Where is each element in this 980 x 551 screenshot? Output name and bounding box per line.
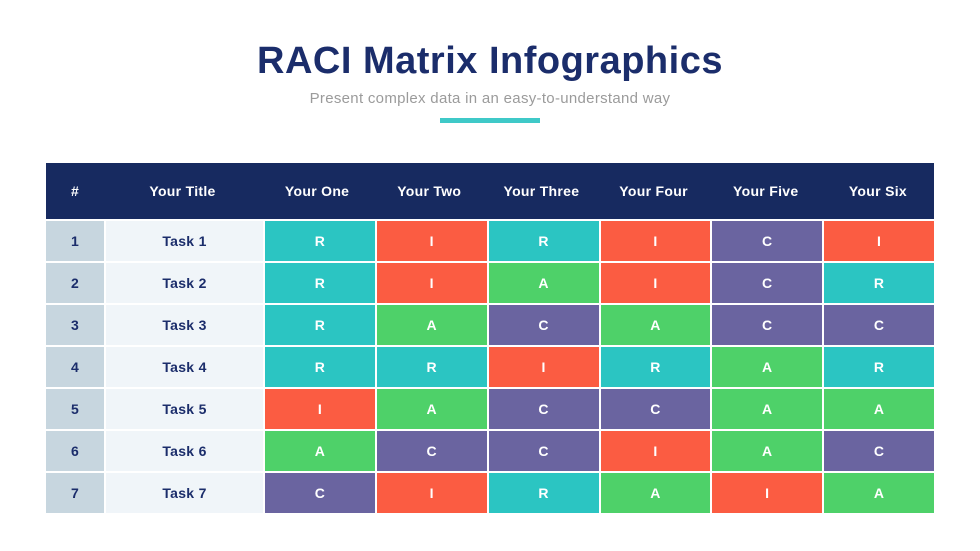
matrix-cell: C (824, 305, 934, 345)
task-cell: Task 1 (106, 221, 263, 261)
task-cell: Task 6 (106, 431, 263, 471)
matrix-cell: I (376, 473, 487, 513)
matrix-cell: A (376, 305, 487, 345)
column-header: Your Two (397, 183, 462, 199)
matrix-cell: C (712, 305, 823, 345)
table-header-row: # Your Title Your One Your Two Your Three You… (46, 163, 934, 219)
row-number-cell: 4 (46, 347, 104, 387)
matrix-cell: C (488, 305, 599, 345)
matrix-cell: A (824, 473, 934, 513)
row-number-cell: 5 (46, 389, 104, 429)
matrix-cell: C (824, 431, 934, 471)
accent-divider-bar (440, 118, 540, 123)
column-header: Your Three (503, 183, 580, 199)
column-header: # (70, 183, 80, 199)
matrix-cell: A (712, 389, 823, 429)
matrix-cell: I (600, 263, 711, 303)
matrix-cell: R (824, 347, 934, 387)
matrix-cell: I (600, 221, 711, 261)
matrix-cell: R (376, 347, 487, 387)
matrix-cell: A (600, 473, 711, 513)
column-header: Your Four (619, 183, 688, 199)
page-title: RACI Matrix Infographics (257, 40, 723, 82)
matrix-cell: I (824, 221, 934, 261)
row-number-cell: 2 (46, 263, 104, 303)
task-cell: Task 2 (106, 263, 263, 303)
matrix-cell: I (712, 473, 823, 513)
matrix-cell: R (600, 347, 711, 387)
matrix-cell: R (488, 473, 599, 513)
matrix-cell: R (265, 305, 375, 345)
matrix-cell: C (376, 431, 487, 471)
row-number-cell: 1 (46, 221, 104, 261)
matrix-cell: I (600, 431, 711, 471)
matrix-cell: I (376, 263, 487, 303)
matrix-cell: A (265, 431, 375, 471)
row-number-cell: 7 (46, 473, 104, 513)
matrix-cell: C (712, 221, 823, 261)
column-header: Your One (284, 183, 350, 199)
matrix-cell: R (824, 263, 934, 303)
matrix-cell: A (376, 389, 487, 429)
matrix-cell: C (488, 389, 599, 429)
raci-matrix-table: # Your Title Your One Your Two Your Three You… (46, 163, 934, 513)
matrix-cell: C (488, 431, 599, 471)
matrix-cell: A (488, 263, 599, 303)
matrix-cell: I (488, 347, 599, 387)
page-subtitle: Present complex data in an easy-to-under… (309, 90, 671, 107)
matrix-cell: A (712, 347, 823, 387)
matrix-cell: R (265, 263, 375, 303)
column-header: Your Five (733, 183, 799, 199)
matrix-cell: C (600, 389, 711, 429)
matrix-cell: R (265, 221, 375, 261)
row-number-cell: 6 (46, 431, 104, 471)
matrix-cell: I (265, 389, 375, 429)
matrix-cell: A (824, 389, 934, 429)
column-header: Your Six (848, 183, 907, 199)
row-number-cell: 3 (46, 305, 104, 345)
task-cell: Task 3 (106, 305, 263, 345)
matrix-cell: I (376, 221, 487, 261)
matrix-cell: A (712, 431, 823, 471)
matrix-cell: R (265, 347, 375, 387)
task-cell: Task 4 (106, 347, 263, 387)
matrix-cell: R (488, 221, 599, 261)
task-cell: Task 7 (106, 473, 263, 513)
matrix-cell: C (712, 263, 823, 303)
task-cell: Task 5 (106, 389, 263, 429)
column-header: Your Title (149, 183, 216, 199)
matrix-cell: C (265, 473, 375, 513)
matrix-cell: A (600, 305, 711, 345)
